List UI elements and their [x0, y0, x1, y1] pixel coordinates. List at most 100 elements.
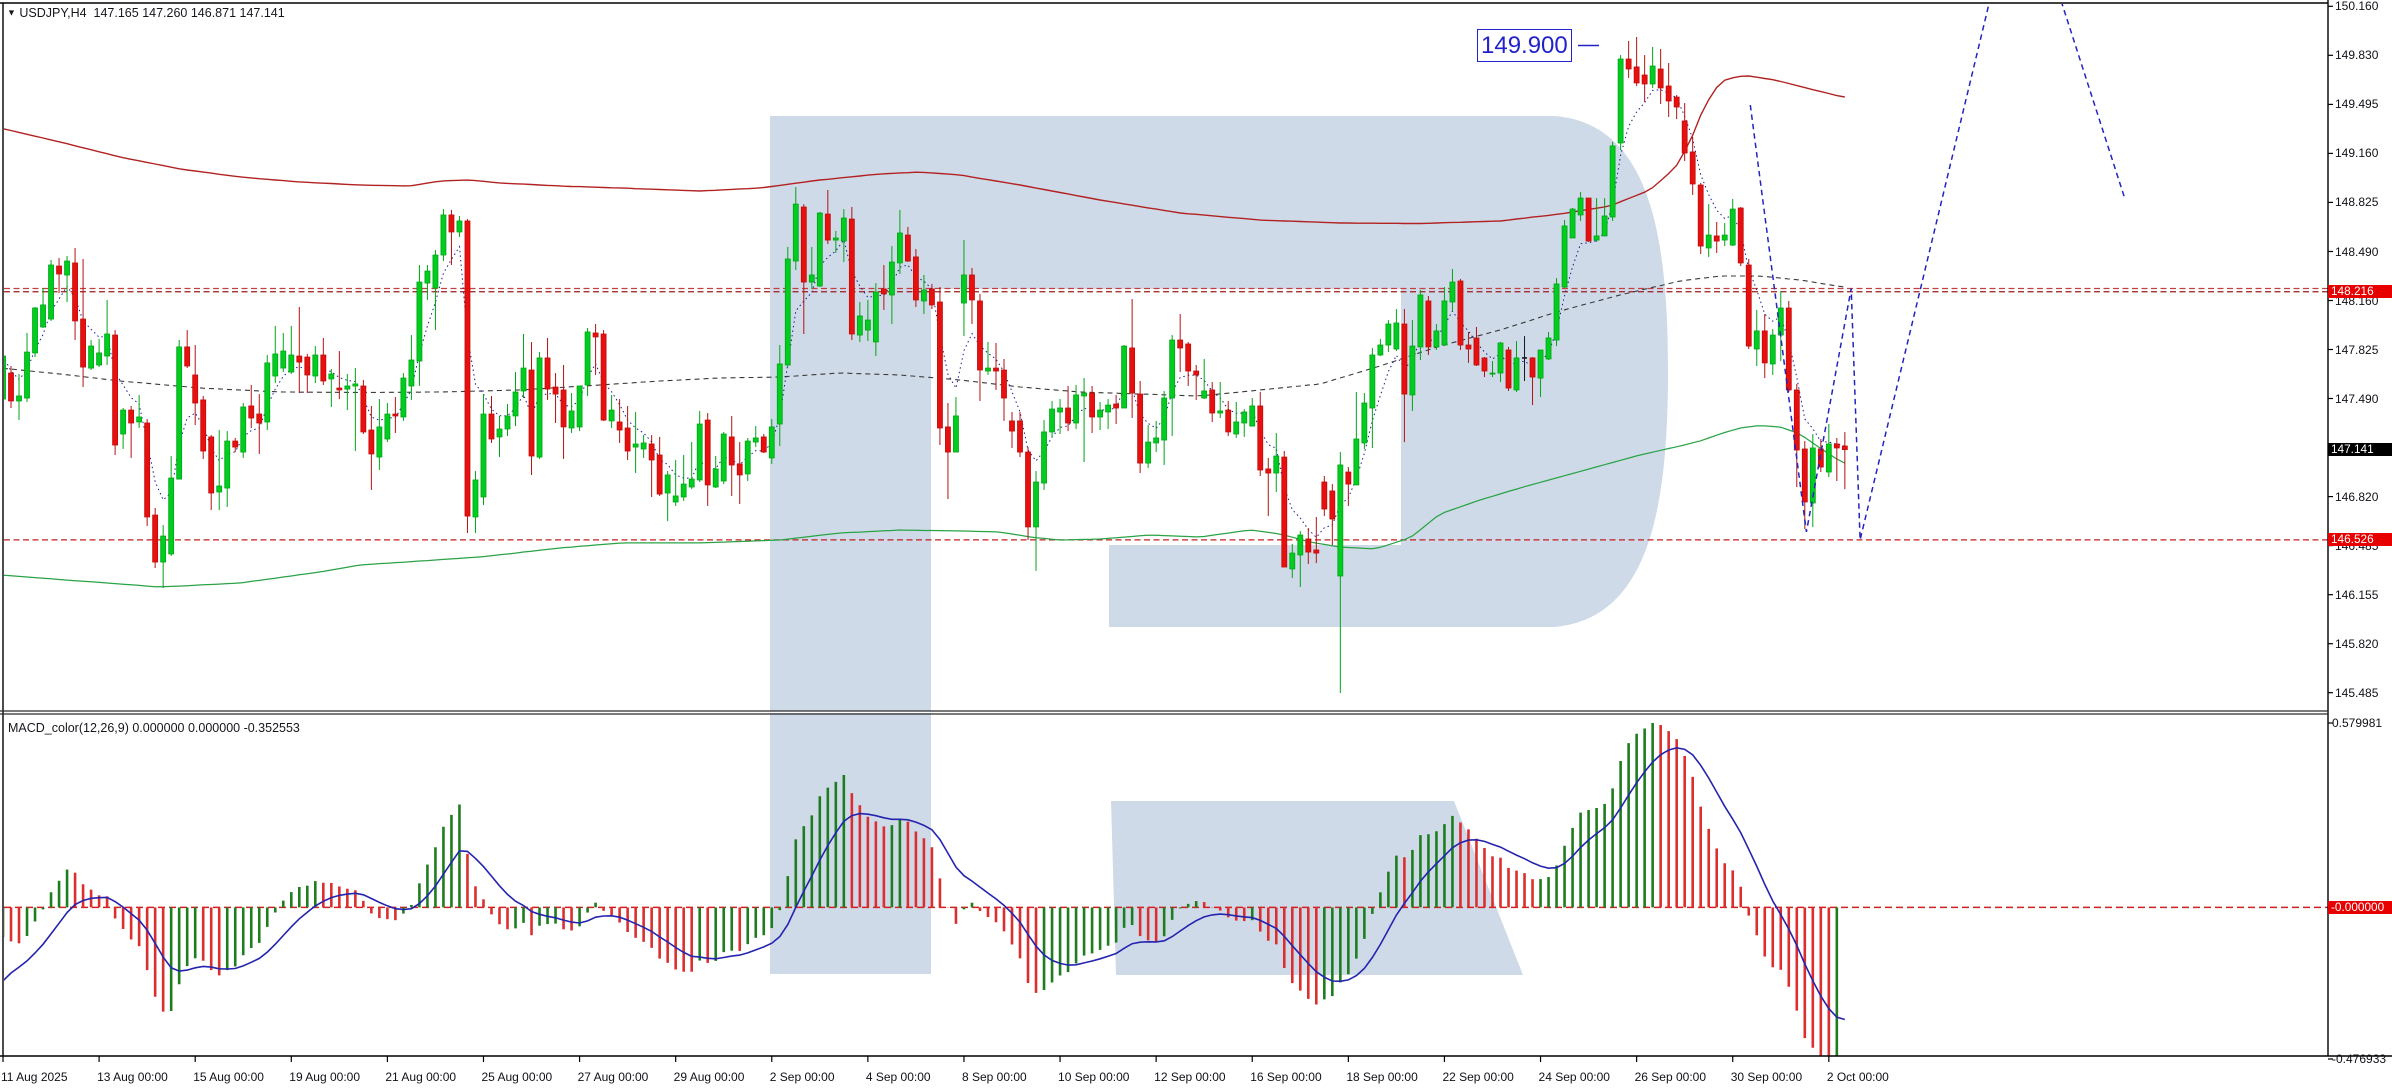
candle-body[interactable] [176, 346, 183, 480]
candle-body[interactable] [1129, 347, 1136, 394]
candle-body[interactable] [1305, 538, 1312, 553]
candle-body[interactable] [288, 354, 295, 373]
candle-body[interactable] [1465, 344, 1472, 350]
candle-body[interactable] [608, 409, 615, 422]
candle-body[interactable] [1289, 552, 1296, 570]
candle-body[interactable] [1153, 437, 1160, 444]
candle-body[interactable] [1505, 349, 1512, 389]
candle-body[interactable] [160, 535, 167, 563]
candle-body[interactable] [1617, 58, 1624, 144]
candle-body[interactable] [1049, 408, 1055, 433]
candle-body[interactable] [488, 413, 495, 440]
candle-body[interactable] [1217, 410, 1224, 414]
candle-body[interactable] [1721, 234, 1728, 241]
candle-body[interactable] [296, 355, 303, 363]
candle-body[interactable] [1673, 96, 1680, 108]
candle-body[interactable] [224, 440, 231, 489]
candle-body[interactable] [1209, 389, 1216, 414]
candle-body[interactable] [1169, 339, 1176, 399]
candle-body[interactable] [1729, 208, 1736, 246]
candle-body[interactable] [1041, 431, 1047, 484]
candle-body[interactable] [672, 495, 679, 503]
candle-body[interactable] [336, 387, 343, 391]
candle-body[interactable] [1633, 66, 1640, 84]
candle-body[interactable] [344, 385, 351, 390]
candle-body[interactable] [1, 355, 6, 400]
candle-body[interactable] [1641, 74, 1648, 85]
candle-body[interactable] [416, 281, 423, 362]
candle-body[interactable] [1233, 421, 1240, 435]
candle-body[interactable] [856, 315, 863, 336]
candle-body[interactable] [1761, 330, 1768, 364]
candle-body[interactable] [264, 362, 271, 423]
candle-body[interactable] [1513, 357, 1520, 391]
candle-body[interactable] [905, 234, 911, 262]
candle-body[interactable] [256, 413, 263, 424]
candle-body[interactable] [752, 437, 759, 443]
candle-body[interactable] [1601, 215, 1608, 237]
candle-body[interactable] [208, 436, 215, 494]
candle-body[interactable] [768, 426, 775, 459]
candle-body[interactable] [440, 214, 447, 256]
candle-body[interactable] [1377, 344, 1384, 356]
candle-body[interactable] [280, 350, 287, 369]
candle-body[interactable] [304, 356, 311, 376]
candle-body[interactable] [1393, 322, 1400, 350]
candle-body[interactable] [16, 395, 22, 402]
candle-body[interactable] [568, 410, 575, 429]
candle-body[interactable] [520, 367, 527, 392]
candle-body[interactable] [88, 345, 94, 369]
candle-body[interactable] [888, 261, 895, 296]
candle-body[interactable] [40, 304, 46, 328]
candle-body[interactable] [1449, 281, 1456, 303]
candle-body[interactable] [1713, 235, 1720, 242]
candle-body[interactable] [1433, 330, 1440, 348]
candle-body[interactable] [320, 354, 327, 382]
candle-body[interactable] [104, 333, 111, 357]
candle-body[interactable] [1801, 448, 1808, 503]
candle-body[interactable] [272, 353, 279, 377]
candle-body[interactable] [192, 374, 199, 404]
candle-body[interactable] [736, 463, 743, 476]
candle-body[interactable] [1409, 345, 1416, 396]
candle-body[interactable] [1529, 357, 1536, 378]
candle-body[interactable] [128, 409, 135, 424]
candle-body[interactable] [840, 217, 847, 242]
candle-body[interactable] [1793, 389, 1800, 451]
candle-body[interactable] [168, 477, 175, 555]
candle-body[interactable] [1441, 300, 1448, 346]
candle-body[interactable] [504, 415, 511, 430]
candle-body[interactable] [1065, 407, 1071, 424]
candle-body[interactable] [232, 440, 239, 448]
candle-body[interactable] [880, 288, 887, 295]
candle-body[interactable] [1017, 420, 1023, 453]
candle-body[interactable] [832, 237, 839, 241]
candle-body[interactable] [1281, 456, 1288, 568]
candle-body[interactable] [1745, 264, 1752, 347]
candle-body[interactable] [1545, 337, 1552, 360]
candle-body[interactable] [248, 405, 255, 419]
candle-body[interactable] [640, 442, 647, 450]
candle-body[interactable] [1137, 393, 1144, 464]
candle-body[interactable] [1785, 307, 1792, 391]
candle-body[interactable] [1313, 549, 1320, 554]
candle-body[interactable] [664, 474, 671, 494]
candle-body[interactable] [576, 385, 583, 428]
symbol-dropdown-icon[interactable]: ▼ [7, 7, 16, 18]
candle-body[interactable] [64, 260, 70, 276]
candle-body[interactable] [72, 262, 78, 322]
candle-body[interactable] [688, 478, 695, 488]
candle-body[interactable] [216, 485, 223, 493]
candle-body[interactable] [432, 254, 439, 289]
candle-body[interactable] [592, 332, 599, 338]
candle-body[interactable] [408, 359, 415, 387]
candle-body[interactable] [96, 352, 102, 366]
candle-body[interactable] [929, 288, 935, 306]
candle-body[interactable] [824, 213, 831, 241]
candle-body[interactable] [1329, 490, 1336, 520]
candle-body[interactable] [1113, 403, 1120, 409]
ma-line-medium-dashed[interactable] [3, 275, 1845, 397]
candle-body[interactable] [969, 274, 975, 301]
candle-body[interactable] [1593, 235, 1600, 241]
candle-body[interactable] [1585, 197, 1592, 242]
